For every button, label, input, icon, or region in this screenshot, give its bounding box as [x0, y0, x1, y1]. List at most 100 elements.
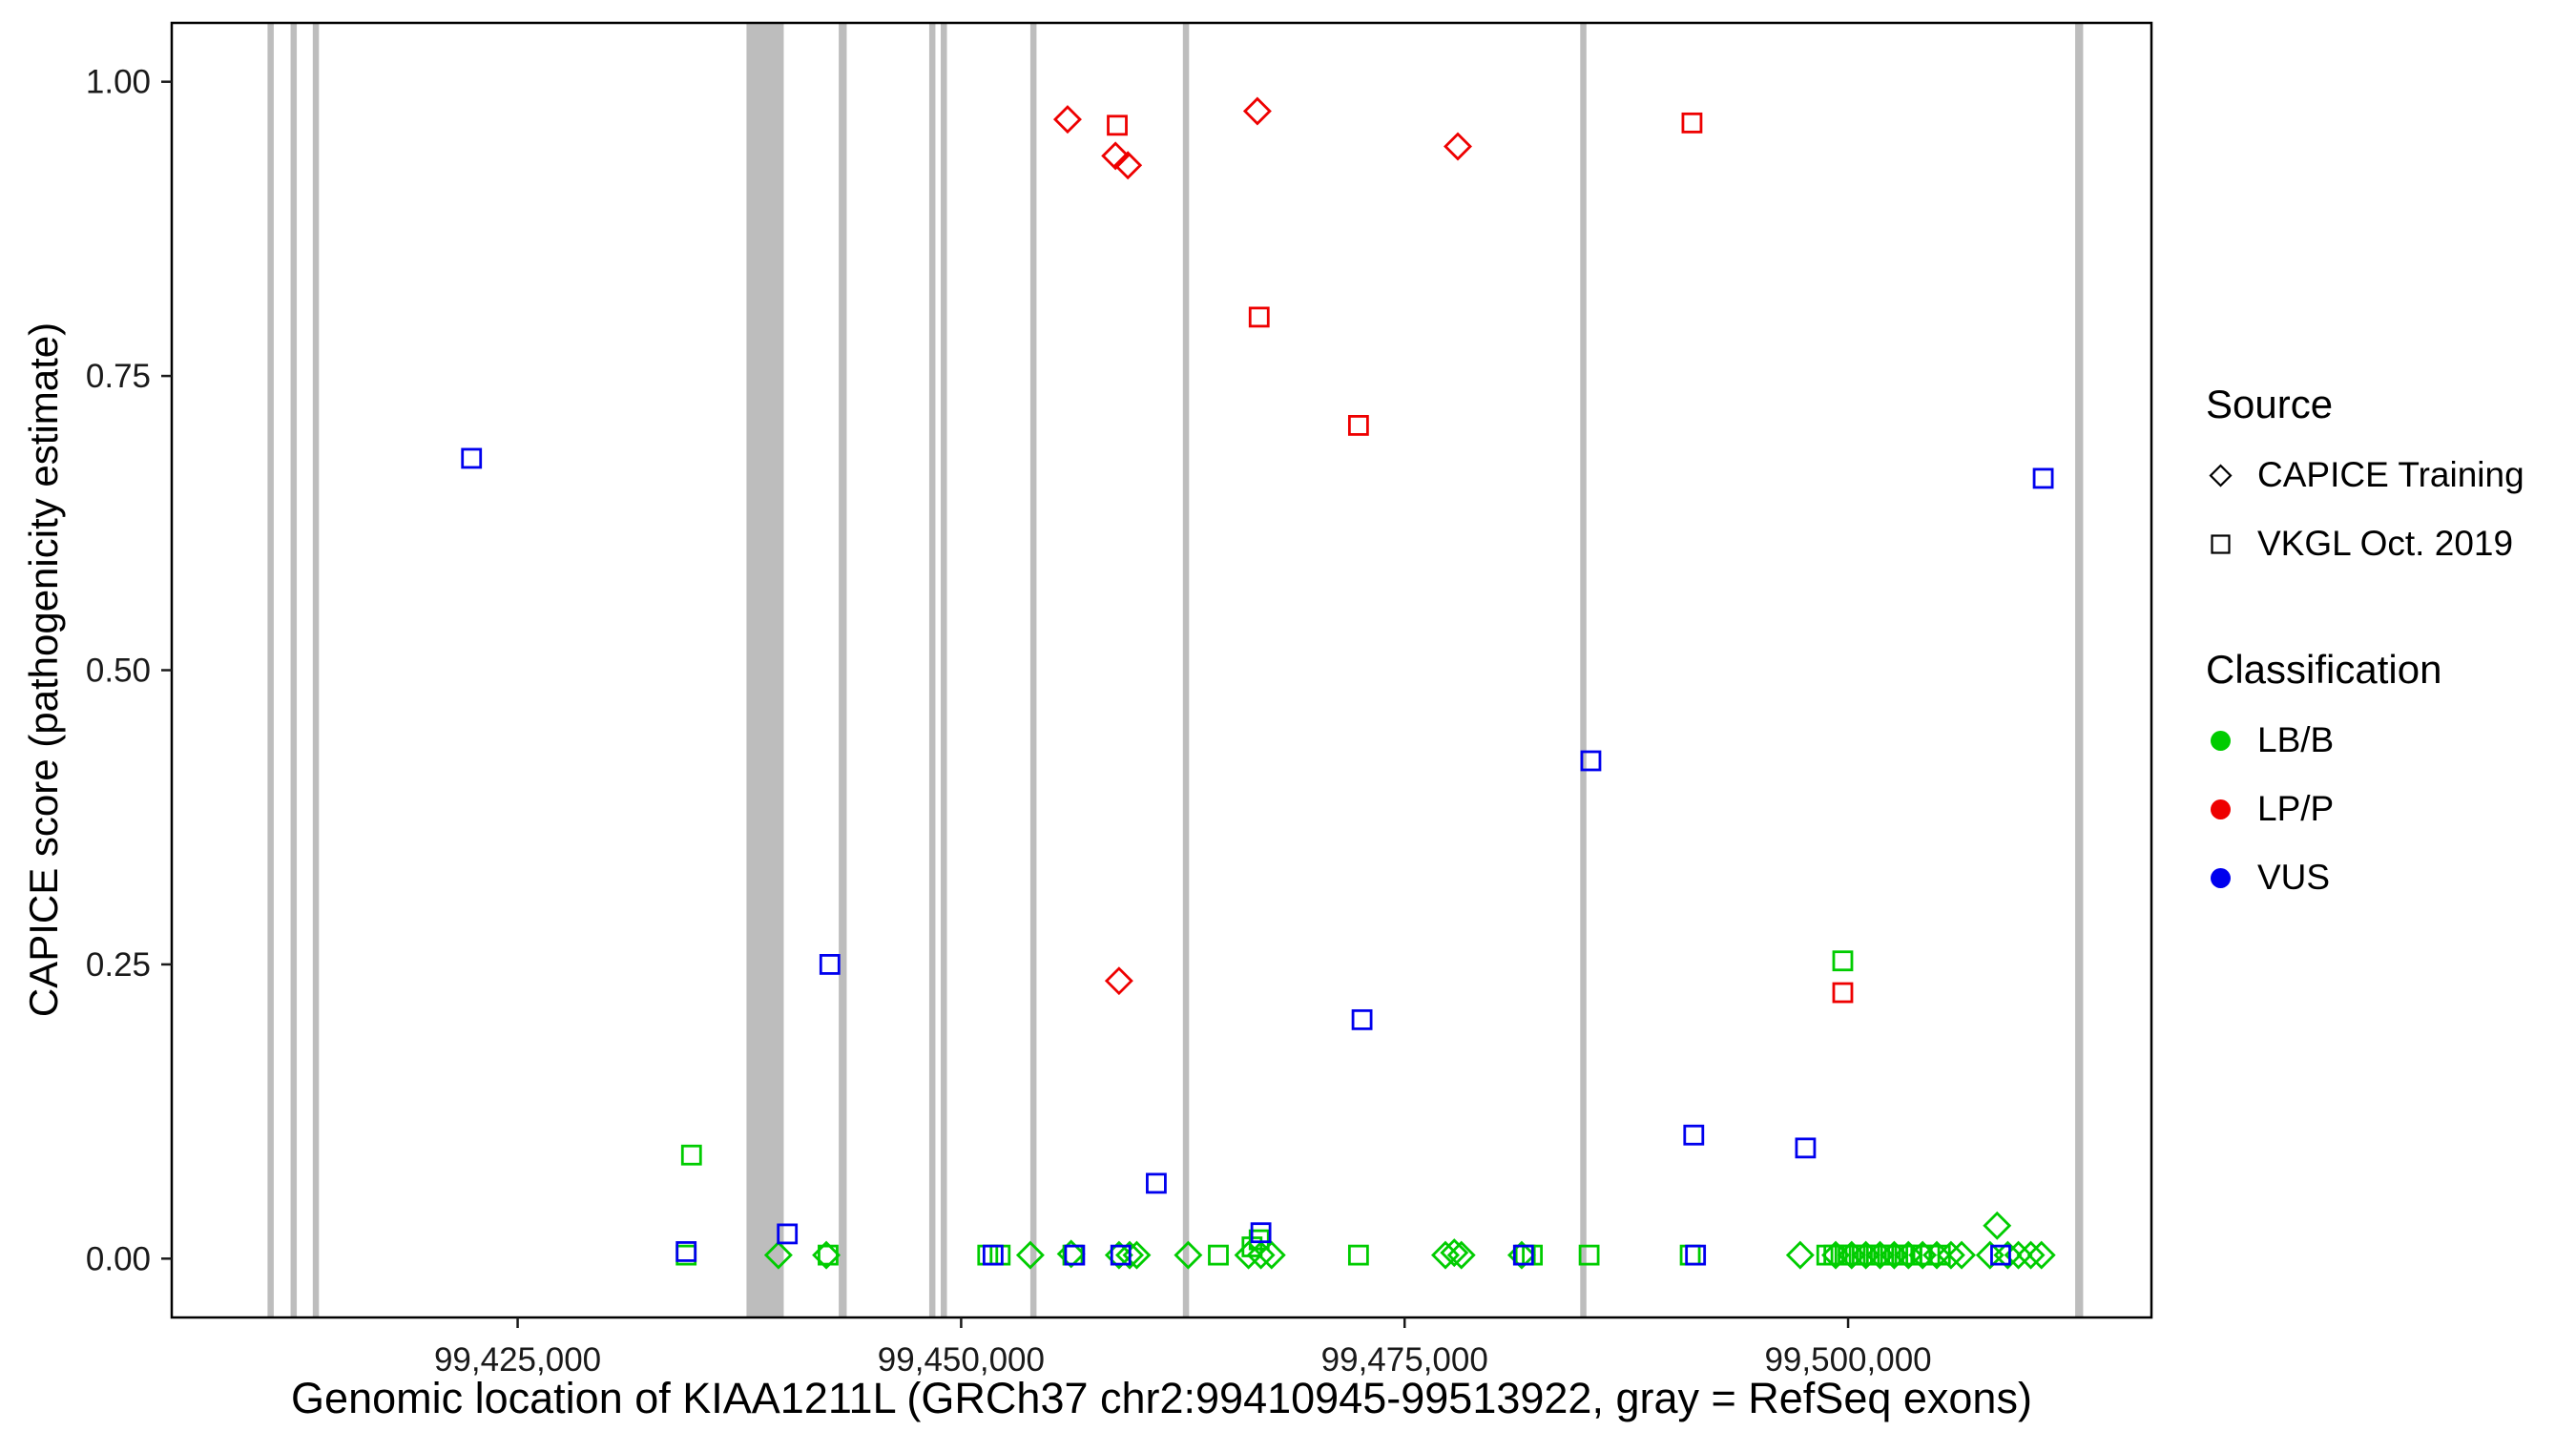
data-point-square	[1795, 1137, 1817, 1159]
legend-item-vus: VUS	[2206, 843, 2524, 912]
red-dot-icon	[2206, 798, 2234, 819]
data-point-diamond	[1101, 141, 1131, 171]
y-tick-label: 0.00	[86, 1240, 151, 1277]
y-axis-title: CAPICE score (pathogenicity estimate)	[21, 321, 66, 1018]
legend: Source CAPICE Training VKGL Oct. 2019 Cl…	[2206, 382, 2524, 912]
data-point-diamond	[1115, 1240, 1145, 1270]
data-point-diamond	[1113, 151, 1143, 180]
legend-source-title: Source	[2206, 382, 2334, 426]
data-point-diamond	[1242, 96, 1272, 126]
data-point-square	[989, 1244, 1011, 1266]
square-icon	[2206, 531, 2234, 557]
data-point-diamond	[1785, 1240, 1815, 1270]
data-point-square	[1919, 1244, 1941, 1266]
data-point-square	[1832, 950, 1854, 972]
data-point-square	[1685, 1244, 1707, 1266]
refseq-exon-bar	[746, 23, 784, 1317]
data-point-square	[1208, 1244, 1229, 1266]
data-point-square	[1110, 1244, 1132, 1266]
legend-item-lpp: LP/P	[2206, 775, 2524, 843]
diamond-icon	[2206, 463, 2234, 488]
data-point-diamond	[2016, 1240, 2046, 1270]
legend-item-label: VUS	[2257, 858, 2331, 897]
blue-dot-icon	[2206, 867, 2234, 888]
data-point-diamond	[1015, 1240, 1045, 1270]
legend-item-label: LP/P	[2257, 789, 2335, 828]
x-axis-title: Genomic location of KIAA1211L (GRCh37 ch…	[291, 1374, 2032, 1422]
data-point-diamond	[1922, 1240, 1951, 1270]
data-point-square	[1512, 1244, 1534, 1266]
data-point-square	[1107, 114, 1128, 136]
data-point-diamond	[1174, 1240, 1203, 1270]
data-point-square	[1580, 750, 1602, 772]
refseq-exon-bar	[1029, 23, 1037, 1317]
data-point-square	[1064, 1244, 1086, 1266]
data-point-square	[680, 1144, 702, 1166]
refseq-exon-bar	[267, 23, 274, 1317]
refseq-exon-bar	[839, 23, 847, 1317]
data-point-square	[1347, 415, 1369, 436]
legend-item-lbb: LB/B	[2206, 706, 2524, 775]
legend-classification-title: Classification	[2206, 647, 2442, 692]
refseq-exon-bar	[1182, 23, 1190, 1317]
data-point-square	[2032, 467, 2054, 489]
refseq-exon-bar	[1580, 23, 1587, 1317]
x-tick-label: 99,500,000	[1764, 1341, 1931, 1379]
data-point-square	[1832, 982, 1854, 1004]
data-point-square	[1250, 1222, 1272, 1244]
data-point-square	[777, 1223, 799, 1245]
refseq-exon-bar	[928, 23, 936, 1317]
data-point-square	[1578, 1244, 1600, 1266]
data-point-square	[1679, 1244, 1701, 1266]
data-point-diamond	[1947, 1240, 1977, 1270]
refseq-exon-bar	[312, 23, 320, 1317]
data-point-diamond	[1052, 105, 1082, 135]
data-point-square	[1347, 1244, 1369, 1266]
data-point-square	[977, 1244, 999, 1266]
data-point-square	[1248, 1229, 1270, 1251]
data-point-diamond	[1444, 132, 1472, 161]
refseq-exon-bar	[2075, 23, 2084, 1317]
data-point-diamond	[1104, 966, 1133, 996]
data-point-square	[818, 1244, 839, 1266]
data-point-square	[819, 954, 841, 975]
y-tick-label: 0.50	[86, 653, 151, 690]
x-tick-label: 99,450,000	[878, 1341, 1045, 1379]
data-point-diamond	[1122, 1240, 1152, 1270]
data-point-diamond	[763, 1240, 793, 1270]
refseq-exon-bar	[290, 23, 298, 1317]
data-point-diamond	[1446, 1240, 1476, 1270]
legend-item-vkgl: VKGL Oct. 2019	[2206, 509, 2524, 578]
data-point-square	[461, 447, 483, 469]
x-tick-label: 99,475,000	[1321, 1341, 1488, 1379]
data-point-diamond	[1983, 1211, 2012, 1240]
y-tick-label: 1.00	[86, 64, 151, 101]
y-tick-label: 0.25	[86, 946, 151, 984]
data-point-square	[1146, 1172, 1167, 1194]
legend-item-label: VKGL Oct. 2019	[2257, 524, 2514, 563]
data-point-diamond	[2026, 1240, 2056, 1270]
legend-item-capice-training: CAPICE Training	[2206, 441, 2524, 509]
data-point-diamond	[1993, 1240, 2023, 1270]
y-tick-label: 0.75	[86, 358, 151, 395]
legend-item-label: CAPICE Training	[2257, 455, 2524, 494]
panel-border	[170, 21, 2153, 1319]
data-point-square	[1248, 306, 1270, 328]
data-point-square	[1929, 1244, 1951, 1266]
data-point-square	[1683, 1124, 1705, 1146]
data-point-square	[1351, 1008, 1373, 1030]
data-point-diamond	[1440, 1238, 1469, 1268]
legend-item-label: LB/B	[2257, 720, 2335, 759]
x-tick-label: 99,425,000	[434, 1341, 601, 1379]
data-point-square	[1681, 112, 1703, 134]
data-point-square	[675, 1241, 697, 1262]
data-point-square	[1990, 1244, 2011, 1266]
data-point-diamond	[1246, 1240, 1276, 1270]
data-point-diamond	[1936, 1240, 1965, 1270]
data-point-diamond	[1257, 1240, 1286, 1270]
green-dot-icon	[2206, 730, 2234, 751]
data-point-square	[982, 1244, 1004, 1266]
refseq-exon-bar	[941, 23, 947, 1317]
